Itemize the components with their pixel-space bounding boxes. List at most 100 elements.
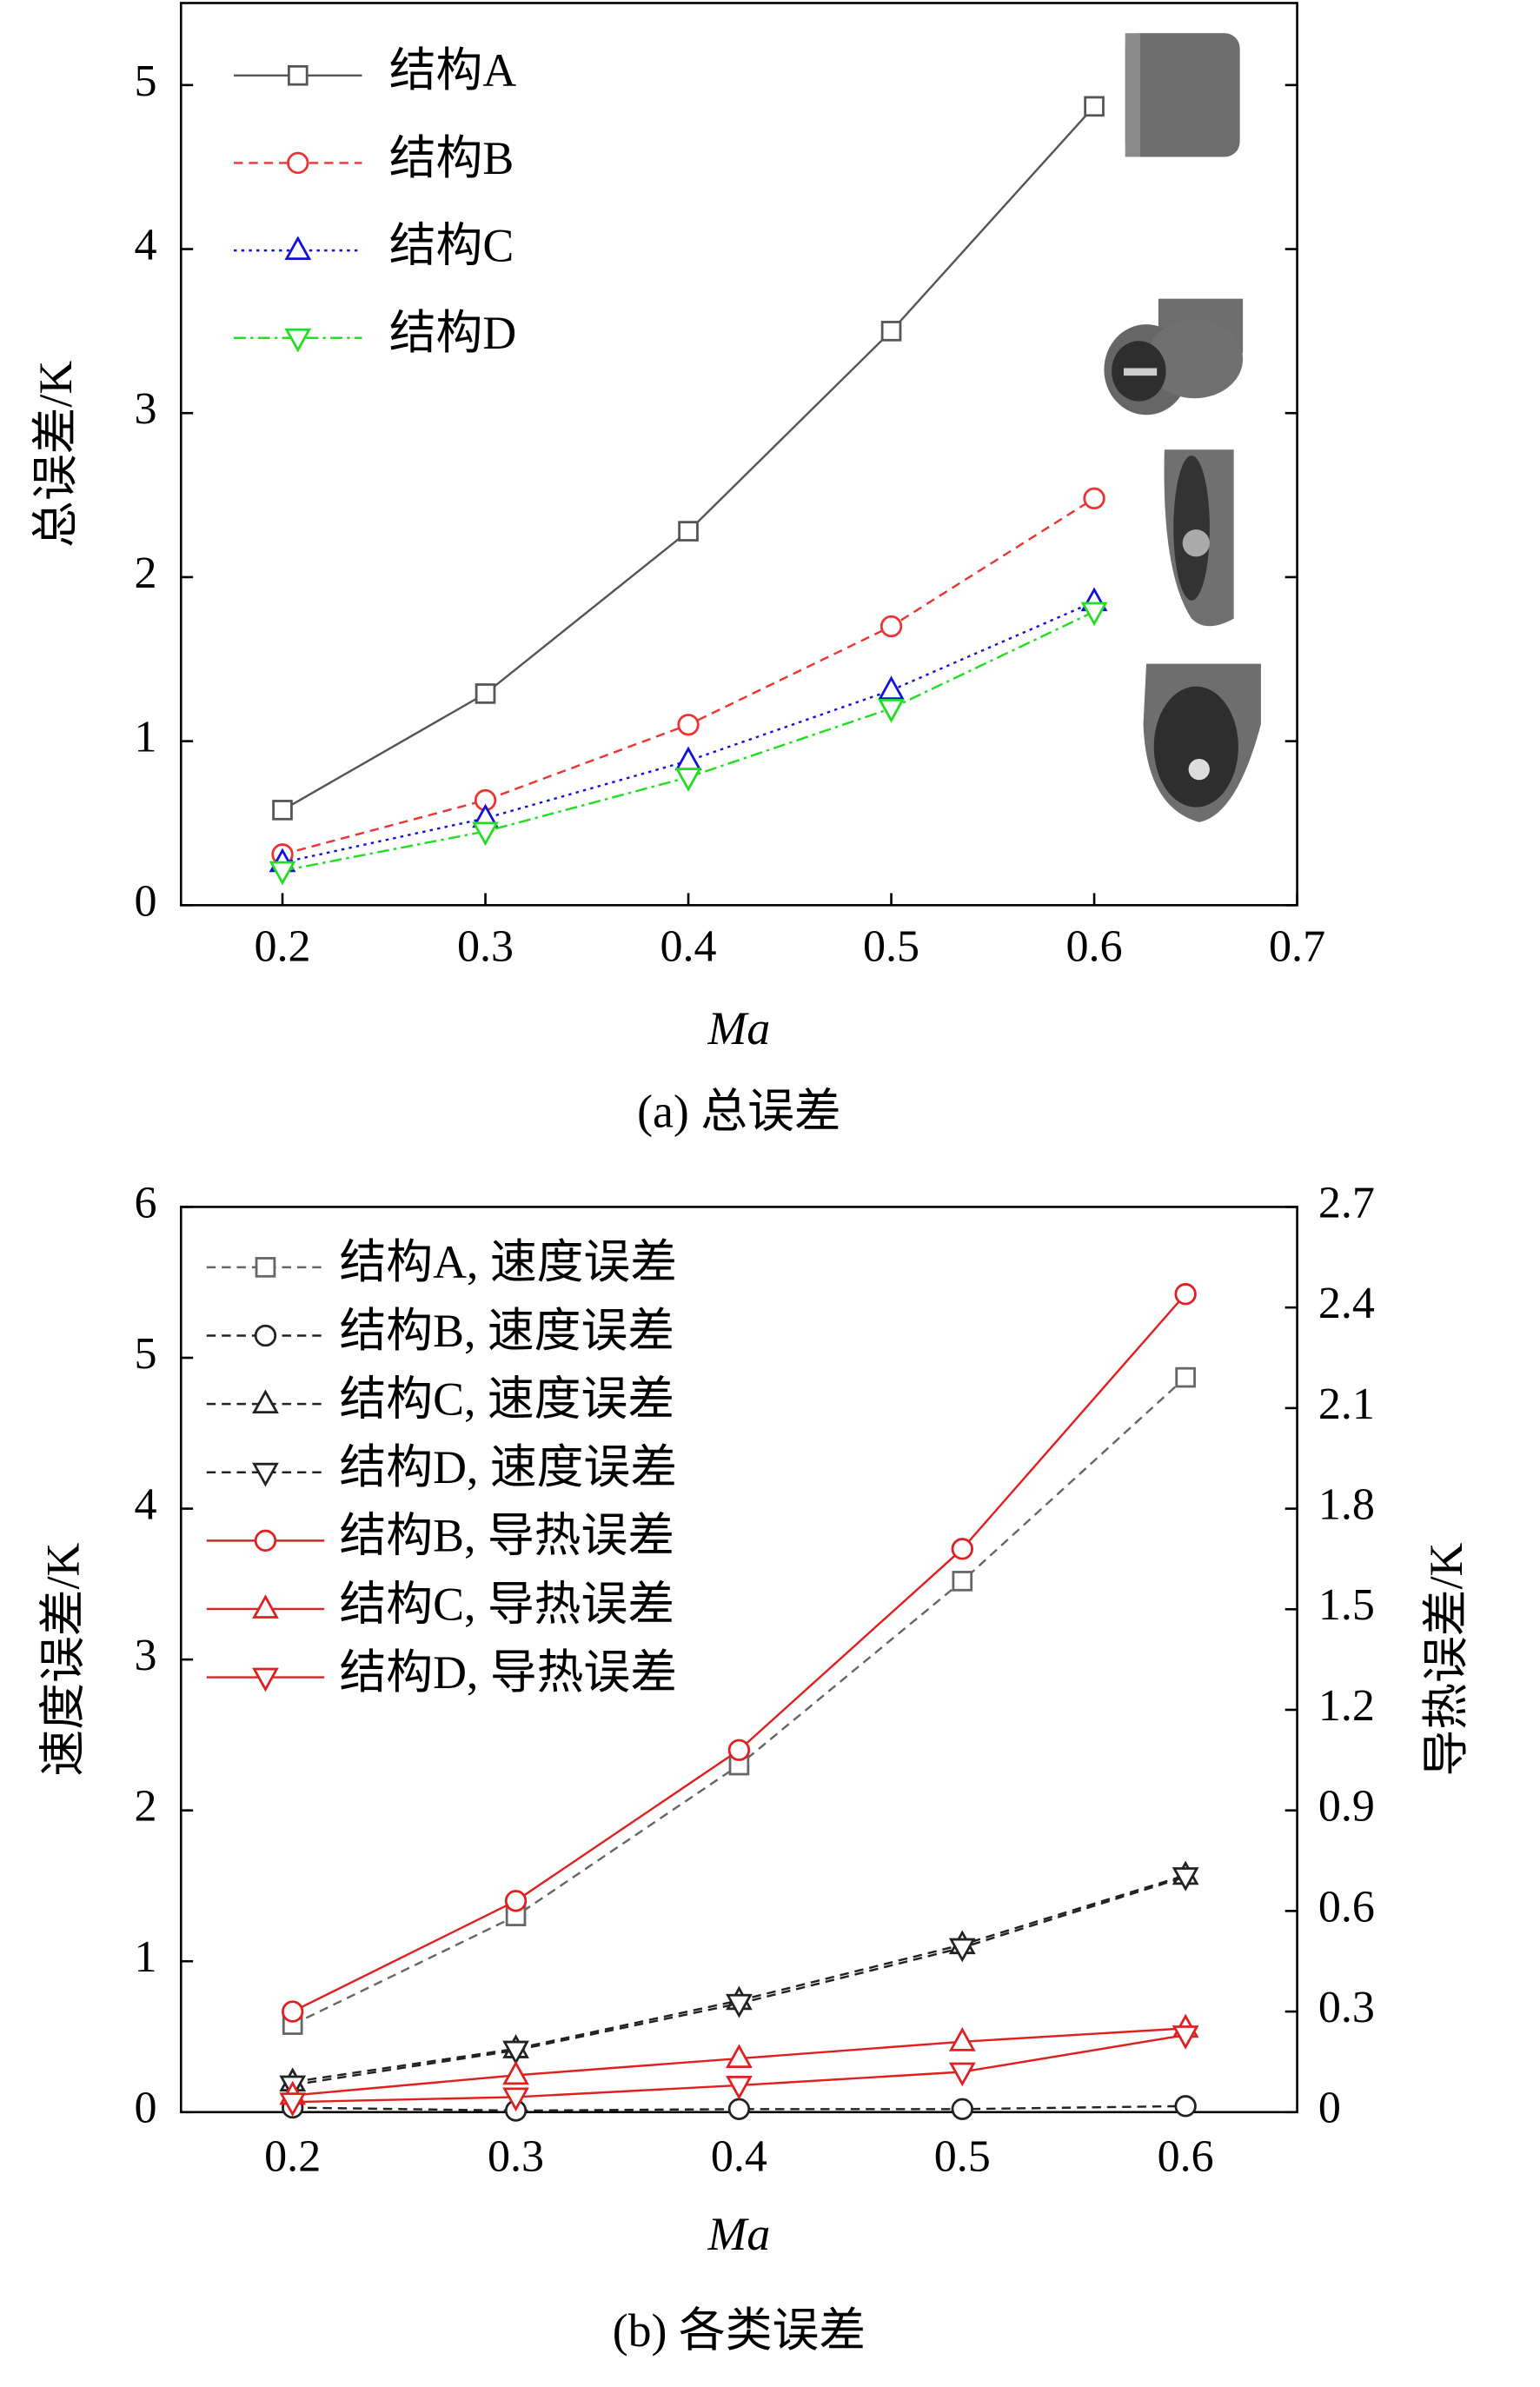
structure-b-body xyxy=(1146,319,1244,399)
legend-label: 结构B xyxy=(389,132,514,184)
y-tick-label: 2 xyxy=(134,1782,156,1832)
legend-label: 结构C, 速度误差 xyxy=(339,1373,674,1425)
x-axis-label: Ma xyxy=(707,1002,771,1054)
series-line xyxy=(282,497,1095,856)
marker xyxy=(252,1594,279,1619)
marker xyxy=(1080,602,1108,627)
marker xyxy=(254,1529,277,1553)
marker xyxy=(1084,96,1105,117)
y-tick-label: 0 xyxy=(134,876,156,926)
marker xyxy=(678,521,699,542)
x-tick-label: 0.7 xyxy=(1269,921,1325,971)
marker xyxy=(502,2060,529,2085)
y-tick-label: 0 xyxy=(134,2084,156,2133)
y-tick-label: 6 xyxy=(134,1178,156,1227)
y2-axis-label: 导热误差/K xyxy=(1420,1542,1472,1776)
structure-d-hole xyxy=(1153,686,1238,808)
marker xyxy=(674,746,702,771)
legend-label: 结构D, 导热误差 xyxy=(339,1646,677,1699)
x-tick-label: 0.6 xyxy=(1066,921,1123,971)
marker xyxy=(1175,1366,1196,1388)
marker xyxy=(272,800,293,821)
marker xyxy=(252,1462,279,1487)
legend-label: 结构C, 导热误差 xyxy=(339,1578,674,1630)
marker xyxy=(948,2062,976,2087)
marker xyxy=(948,2027,976,2051)
marker xyxy=(727,1739,751,1761)
series-line xyxy=(292,2104,1186,2112)
y-tick-label: 3 xyxy=(134,384,156,434)
marker xyxy=(1174,1283,1197,1306)
marker xyxy=(880,615,903,638)
legend-label: 结构D xyxy=(389,307,516,359)
marker xyxy=(951,2098,973,2120)
structure-images xyxy=(1104,33,1261,822)
legend-label: 结构D, 速度误差 xyxy=(339,1441,677,1493)
y-tick-label: 1 xyxy=(134,1932,156,1982)
marker xyxy=(951,1538,973,1560)
legend-label: 结构A xyxy=(389,44,517,96)
marker xyxy=(952,1571,973,1592)
y-tick-label: 4 xyxy=(134,220,156,269)
marker xyxy=(284,236,312,261)
y-tick-label: 5 xyxy=(134,1329,156,1379)
x-tick-label: 0.6 xyxy=(1158,2131,1214,2181)
y-tick-label: 5 xyxy=(134,57,156,106)
y2-tick-label: 1.5 xyxy=(1318,1580,1375,1630)
marker xyxy=(677,714,700,736)
y-tick-label: 2 xyxy=(134,549,156,598)
x-tick-label: 0.4 xyxy=(660,921,717,971)
marker xyxy=(880,321,902,342)
y-axis-label: 速度误差/K xyxy=(37,1542,89,1776)
marker xyxy=(1172,1867,1199,1892)
y2-tick-label: 2.4 xyxy=(1318,1279,1375,1328)
caption: (b) 各类误差 xyxy=(613,2304,866,2357)
marker xyxy=(674,768,702,792)
marker xyxy=(269,861,296,886)
marker xyxy=(502,2087,529,2112)
marker xyxy=(504,1890,528,1912)
y2-tick-label: 1.2 xyxy=(1318,1681,1375,1731)
structure-b-probe xyxy=(1123,368,1158,376)
series-line xyxy=(282,601,1095,864)
structure-a-image xyxy=(1125,33,1240,157)
y2-tick-label: 0.6 xyxy=(1318,1882,1375,1932)
y2-tick-label: 0 xyxy=(1318,2084,1341,2133)
marker xyxy=(287,151,309,175)
marker xyxy=(727,2098,751,2120)
marker xyxy=(282,2000,304,2023)
y2-tick-label: 2.1 xyxy=(1318,1380,1375,1429)
marker xyxy=(726,2075,753,2100)
plot-frame xyxy=(179,2,1298,907)
marker xyxy=(878,698,905,723)
y2-tick-label: 1.8 xyxy=(1318,1480,1375,1530)
legend-label: 结构B, 速度误差 xyxy=(339,1305,674,1357)
y2-tick-label: 0.3 xyxy=(1318,1983,1375,2032)
x-tick-label: 0.2 xyxy=(264,2131,321,2181)
marker xyxy=(502,2040,529,2065)
y2-tick-label: 2.7 xyxy=(1318,1178,1375,1227)
shade xyxy=(1125,33,1141,157)
marker xyxy=(284,328,312,353)
marker xyxy=(878,675,905,701)
structure-c-hole xyxy=(1173,455,1210,601)
caption: (a) 总误差 xyxy=(637,1086,841,1138)
x-tick-label: 0.5 xyxy=(863,921,919,971)
marker xyxy=(254,1324,277,1347)
x-tick-label: 0.4 xyxy=(711,2131,767,2181)
marker xyxy=(255,1257,276,1278)
marker xyxy=(726,2044,753,2068)
marker xyxy=(287,64,309,86)
y-tick-label: 4 xyxy=(134,1480,156,1530)
x-tick-label: 0.3 xyxy=(488,2131,544,2181)
x-axis-label: Ma xyxy=(707,2208,771,2260)
marker xyxy=(948,1938,976,1963)
structure-c-probe xyxy=(1182,529,1210,557)
legend-label: 结构A, 速度误差 xyxy=(339,1236,677,1288)
marker xyxy=(252,1389,279,1414)
y2-tick-label: 0.9 xyxy=(1318,1782,1375,1832)
y-tick-label: 1 xyxy=(134,713,156,762)
x-tick-label: 0.2 xyxy=(254,921,310,971)
marker xyxy=(252,1667,279,1692)
